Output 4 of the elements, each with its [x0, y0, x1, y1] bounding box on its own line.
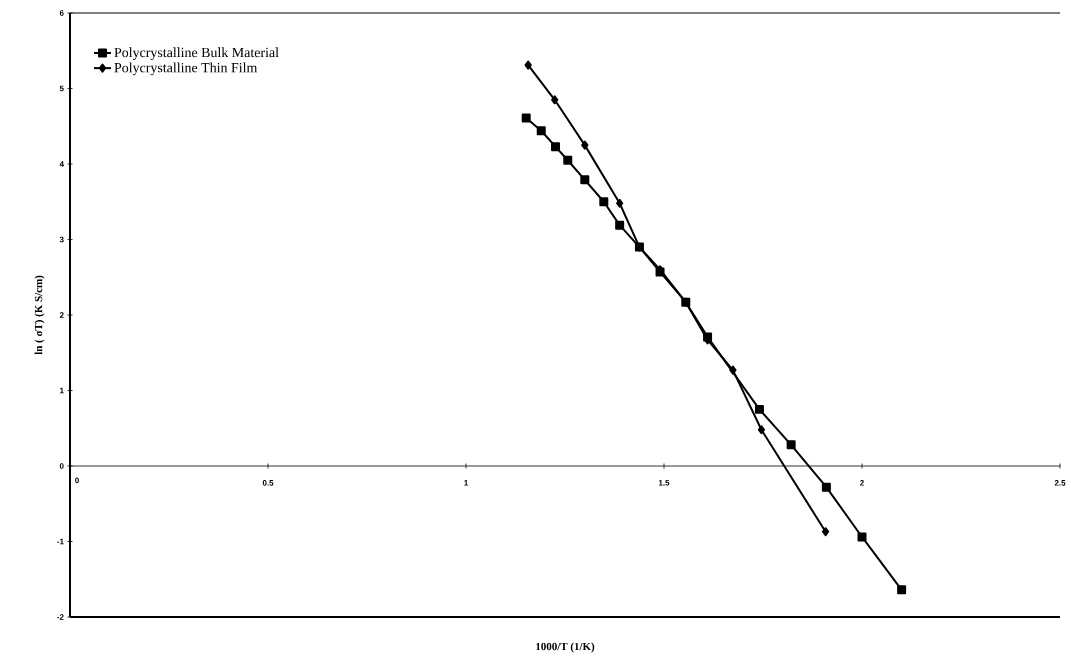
legend-label: Polycrystalline Thin Film — [114, 62, 258, 76]
legend-label: Polycrystalline Bulk Material — [114, 47, 279, 61]
y-axis-title: ln ( σT) (K S/cm) — [34, 275, 45, 355]
x-axis-title: 1000/T (1/K) — [536, 642, 595, 653]
